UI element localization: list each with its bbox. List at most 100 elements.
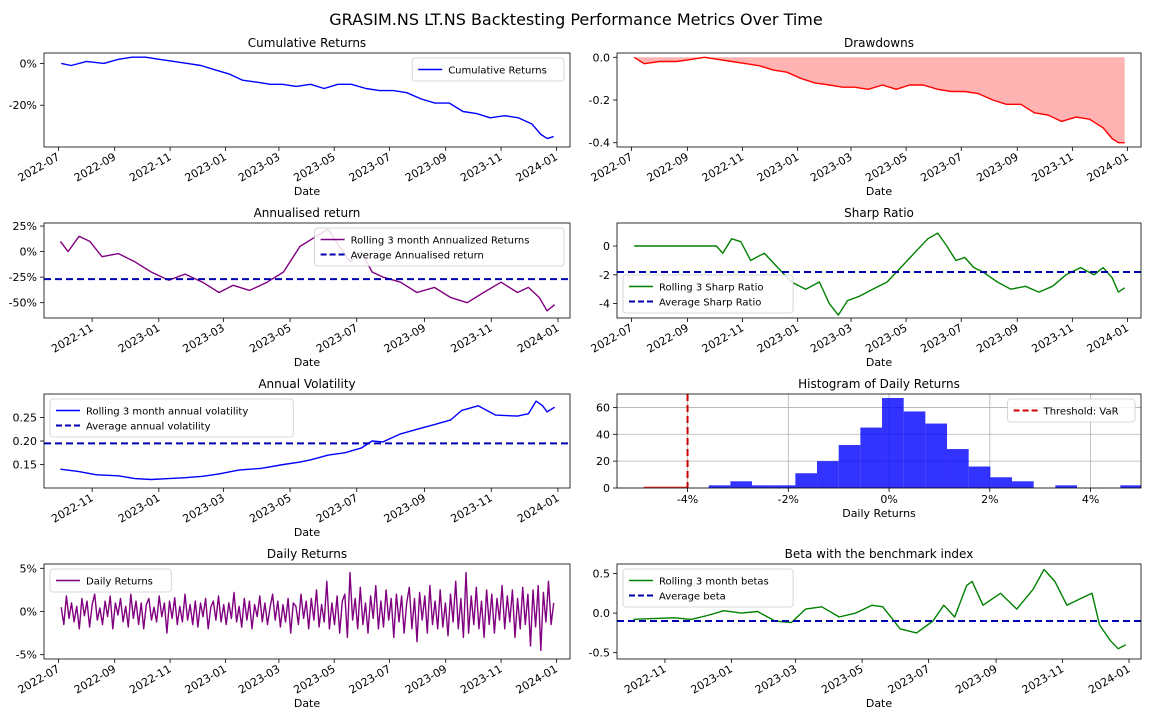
y-tick-label: 0.15 — [13, 459, 38, 472]
legend-box — [622, 568, 794, 608]
x-tick-label: 2023-05 — [291, 150, 337, 184]
legend-box — [49, 398, 294, 438]
x-tick-label: 2024-01 — [514, 150, 560, 184]
plot-area — [44, 400, 570, 481]
x-tick-label: -4% — [677, 493, 698, 506]
chart-title: Drawdowns — [844, 36, 914, 50]
chart-title: Cumulative Returns — [248, 36, 366, 50]
x-tick-label: 2023-07 — [347, 150, 393, 184]
x-axis-label: Daily Returns — [842, 507, 916, 520]
legend: Rolling 3 month Annualized Returns Averag… — [314, 227, 565, 267]
histogram-bar — [1012, 481, 1034, 488]
x-tick-label: 2023-05 — [863, 150, 909, 184]
y-tick-label: 0 — [603, 240, 610, 253]
plot-area — [633, 56, 1125, 144]
y-tick-label: 0% — [20, 57, 37, 70]
x-tick-label: 2023-01 — [755, 150, 801, 184]
legend: Rolling 3 month annual volatility Average… — [49, 398, 294, 438]
axes-frame — [616, 563, 1142, 660]
chart-title: Daily Returns — [267, 547, 347, 561]
histogram-bar — [925, 423, 948, 488]
x-tick-label: 2023-11 — [458, 662, 504, 696]
legend-box — [1007, 398, 1136, 423]
x-tick-label: 2023-05 — [291, 662, 337, 696]
y-tick-label: -5% — [16, 649, 37, 662]
x-tick-label: 2023-01 — [689, 662, 735, 696]
histogram-bar — [882, 398, 904, 488]
y-tick-label: 0.0 — [593, 607, 611, 620]
x-tick-label: 2024-01 — [514, 662, 560, 696]
plot-area — [643, 394, 1141, 488]
plot-area — [61, 56, 554, 140]
axes-frame — [616, 222, 1142, 319]
x-tick-label: 2023-03 — [236, 150, 282, 184]
histogram-bar — [773, 485, 796, 488]
legend-label: Rolling 3 month Annualized Returns — [351, 236, 530, 247]
x-tick-label: 2023-07 — [886, 662, 932, 696]
x-tick-label: 2022-11 — [700, 321, 746, 355]
y-tick-label: -25% — [9, 271, 37, 284]
y-tick-label: -0.4 — [589, 137, 610, 150]
histogram-bar — [1120, 485, 1141, 488]
x-tick-label: 2022-11 — [49, 491, 95, 525]
x-tick-label: 2023-01 — [183, 662, 229, 696]
x-axis-label: Date — [294, 185, 321, 198]
histogram-bar — [665, 486, 688, 488]
x-tick-label: 0% — [880, 493, 897, 506]
histogram-bar — [643, 486, 666, 488]
x-tick-label: 2023-07 — [347, 662, 393, 696]
figure-title: GRASIM.NS LT.NS Backtesting Performance … — [329, 10, 823, 29]
legend-label: Average Sharp Ratio — [659, 298, 761, 309]
histogram-bar — [990, 477, 1013, 488]
axes-frame — [43, 52, 571, 148]
x-tick-label: 2024-01 — [515, 491, 561, 525]
x-tick-label: 2023-03 — [181, 321, 227, 355]
legend-label: Rolling 3 month annual volatility — [86, 407, 248, 418]
x-tick-label: 2023-09 — [974, 321, 1020, 355]
chart-title: Beta with the benchmark index — [785, 547, 974, 561]
chart-title: Annualised return — [254, 206, 361, 220]
x-tick-label: 2023-07 — [918, 321, 964, 355]
chart-annret: Annualised return 25% 0% -25% -50% 2022-11 202… — [9, 206, 571, 369]
x-tick-label: 2022-09 — [645, 150, 691, 184]
chart-title: Histogram of Daily Returns — [798, 377, 960, 391]
x-tick-label: 2022-07 — [16, 662, 62, 696]
x-tick-label: 4% — [1082, 493, 1099, 506]
x-tick-label: 2023-11 — [458, 150, 504, 184]
x-tick-label: 2023-03 — [753, 662, 799, 696]
legend-box — [49, 568, 172, 593]
x-tick-label: 2023-01 — [116, 491, 162, 525]
series-line — [633, 568, 1127, 650]
x-tick-label: 2023-09 — [403, 150, 449, 184]
histogram-bar — [903, 411, 926, 488]
legend: Rolling 3 Sharp Ratio Average Sharp Ratio — [622, 274, 794, 314]
y-tick-label: 0% — [20, 246, 37, 259]
y-tick-label: -0.2 — [589, 94, 610, 107]
histogram-bar — [860, 427, 883, 488]
x-tick-label: 2023-09 — [403, 662, 449, 696]
chart-sharpe: Sharp Ratio 0 -2 -4 2022-07 2022-09 2022-11 202… — [589, 206, 1142, 369]
x-tick-label: 2023-11 — [448, 321, 494, 355]
x-tick-label: 2023-09 — [974, 150, 1020, 184]
x-tick-label: 2022-11 — [49, 321, 95, 355]
y-tick-label: 0.20 — [13, 435, 38, 448]
x-tick-label: 2023-01 — [755, 321, 801, 355]
legend: Daily Returns — [49, 568, 172, 593]
x-tick-label: 2023-03 — [236, 662, 282, 696]
series-line — [61, 56, 554, 140]
x-tick-label: 2022-11 — [700, 150, 746, 184]
x-tick-label: 2% — [981, 493, 998, 506]
chart-title: Annual Volatility — [258, 377, 355, 391]
x-tick-label: 2022-07 — [589, 321, 635, 355]
histogram-bar — [1055, 485, 1078, 488]
x-tick-label: 2023-01 — [183, 150, 229, 184]
y-tick-label: -50% — [9, 297, 37, 310]
x-axis-label: Date — [294, 526, 321, 539]
series-line — [633, 56, 1125, 144]
series-line — [60, 400, 556, 481]
x-axis-label: Date — [294, 697, 321, 710]
histogram-bar — [795, 473, 818, 488]
y-tick-label: 0.25 — [13, 412, 38, 425]
x-tick-label: 2023-07 — [314, 321, 360, 355]
legend-box — [314, 227, 565, 267]
